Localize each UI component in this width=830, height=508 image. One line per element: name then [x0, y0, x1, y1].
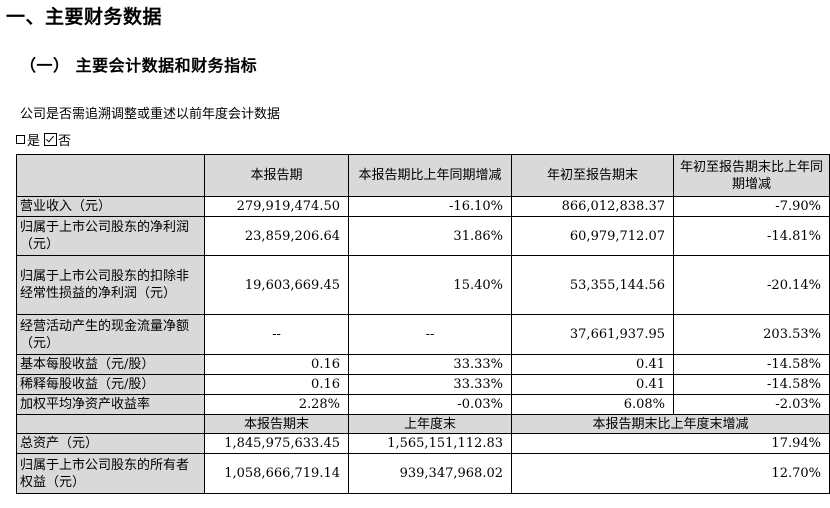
table-header-row: 本报告期 本报告期比上年同期增减 年初至报告期末 年初至报告期末比上年同期增减: [16, 154, 830, 197]
row-label: 营业收入（元）: [16, 196, 205, 217]
row-label: 归属于上市公司股东的扣除非经常性损益的净利润（元）: [16, 255, 205, 315]
last-year-end-value: 939,347,968.02: [348, 453, 512, 494]
financial-data-table: 本报告期 本报告期比上年同期增减 年初至报告期末 年初至报告期末比上年同期增减 …: [16, 154, 830, 494]
balance-change-value: 12.70%: [511, 453, 830, 494]
last-year-end-value: 1,565,151,112.83: [348, 433, 512, 454]
header-period: 本报告期: [204, 154, 349, 197]
period-value: 279,919,474.50: [204, 196, 349, 217]
ytd-change-value: -14.58%: [673, 354, 830, 375]
yes-checkbox[interactable]: [16, 135, 25, 144]
row-label: 稀释每股收益（元/股）: [16, 374, 205, 395]
table-row: 经营活动产生的现金流量净额（元） -- -- 37,661,937.95 203…: [16, 314, 830, 355]
table-row: 归属于上市公司股东的所有者权益（元） 1,058,666,719.14 939,…: [16, 453, 830, 494]
table-row: 稀释每股收益（元/股） 0.16 33.33% 0.41 -14.58%: [16, 374, 830, 395]
subsection-heading: （一） 主要会计数据和财务指标: [20, 56, 258, 75]
period-change-value: 31.86%: [348, 216, 512, 256]
ytd-change-value: -2.03%: [673, 394, 830, 415]
restate-question: 公司是否需追溯调整或重述以前年度会计数据: [20, 107, 281, 122]
table-row: 归属于上市公司股东的净利润（元） 23,859,206.64 31.86% 60…: [16, 216, 830, 256]
table-row: 基本每股收益（元/股） 0.16 33.33% 0.41 -14.58%: [16, 354, 830, 375]
period-value: 19,603,669.45: [204, 255, 349, 315]
header-period-change: 本报告期比上年同期增减: [348, 154, 512, 197]
ytd-value: 6.08%: [511, 394, 674, 415]
header-last-year-end: 上年度末: [348, 414, 512, 434]
row-label: 归属于上市公司股东的净利润（元）: [16, 216, 205, 256]
ytd-change-value: -20.14%: [673, 255, 830, 315]
period-change-value: --: [348, 314, 512, 355]
balance-change-value: 17.94%: [511, 433, 830, 454]
ytd-change-value: 203.53%: [673, 314, 830, 355]
no-label: 否: [58, 134, 72, 149]
header-balance-change: 本报告期末比上年度末增减: [511, 414, 830, 434]
period-end-value: 1,058,666,719.14: [204, 453, 349, 494]
ytd-value: 0.41: [511, 374, 674, 395]
ytd-value: 0.41: [511, 354, 674, 375]
ytd-value: 60,979,712.07: [511, 216, 674, 256]
period-change-value: -16.10%: [348, 196, 512, 217]
period-change-value: 15.40%: [348, 255, 512, 315]
restate-options: 是否: [16, 130, 71, 149]
ytd-value: 37,661,937.95: [511, 314, 674, 355]
period-value: 0.16: [204, 354, 349, 375]
balance-header-row: 本报告期末 上年度末 本报告期末比上年度末增减: [16, 414, 830, 434]
ytd-change-value: -14.58%: [673, 374, 830, 395]
balance-header-item: [16, 414, 205, 434]
table-row: 加权平均净资产收益率 2.28% -0.03% 6.08% -2.03%: [16, 394, 830, 415]
row-label: 总资产（元）: [16, 433, 205, 454]
period-end-value: 1,845,975,633.45: [204, 433, 349, 454]
table-row: 总资产（元） 1,845,975,633.45 1,565,151,112.83…: [16, 433, 830, 454]
ytd-value: 53,355,144.56: [511, 255, 674, 315]
header-period-end: 本报告期末: [204, 414, 349, 434]
ytd-change-value: -14.81%: [673, 216, 830, 256]
period-value: 2.28%: [204, 394, 349, 415]
row-label: 经营活动产生的现金流量净额（元）: [16, 314, 205, 355]
period-value: --: [204, 314, 349, 355]
period-change-value: 33.33%: [348, 374, 512, 395]
row-label: 加权平均净资产收益率: [16, 394, 205, 415]
header-item: [16, 154, 205, 197]
header-ytd-change: 年初至报告期末比上年同期增减: [673, 154, 830, 197]
row-label: 归属于上市公司股东的所有者权益（元）: [16, 453, 205, 494]
row-label: 基本每股收益（元/股）: [16, 354, 205, 375]
period-value: 0.16: [204, 374, 349, 395]
header-ytd: 年初至报告期末: [511, 154, 674, 197]
ytd-change-value: -7.90%: [673, 196, 830, 217]
period-change-value: -0.03%: [348, 394, 512, 415]
ytd-value: 866,012,838.37: [511, 196, 674, 217]
no-checkbox-checked[interactable]: [44, 133, 58, 146]
period-value: 23,859,206.64: [204, 216, 349, 256]
section-heading: 一、主要财务数据: [6, 6, 163, 28]
table-row: 营业收入（元） 279,919,474.50 -16.10% 866,012,8…: [16, 196, 830, 217]
yes-label: 是: [27, 134, 41, 149]
period-change-value: 33.33%: [348, 354, 512, 375]
table-row: 归属于上市公司股东的扣除非经常性损益的净利润（元） 19,603,669.45 …: [16, 255, 830, 315]
